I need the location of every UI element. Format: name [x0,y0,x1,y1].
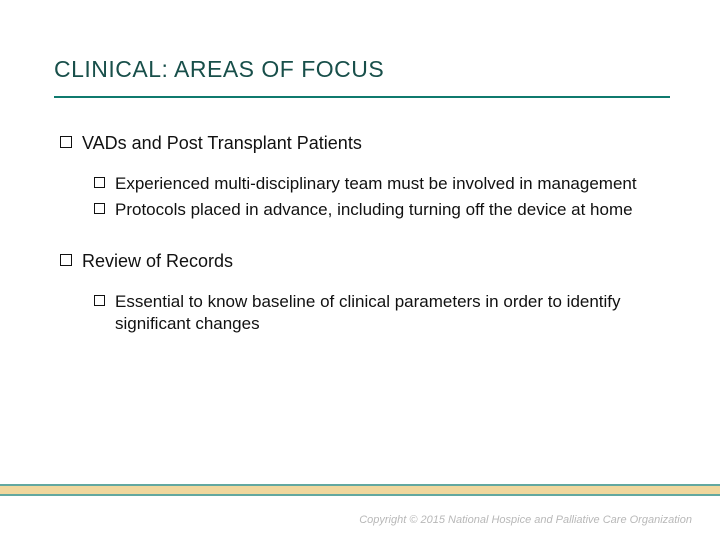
title-underline [54,96,670,98]
list-item: Protocols placed in advance, including t… [94,199,664,221]
section-heading-text: Review of Records [82,250,233,273]
list-item-text: Experienced multi-disciplinary team must… [115,173,637,195]
checkbox-bullet-icon [60,254,72,266]
copyright-text: Copyright © 2015 National Hospice and Pa… [359,514,692,526]
checkbox-bullet-icon [94,203,105,214]
section-heading-text: VADs and Post Transplant Patients [82,132,362,155]
list-item: Essential to know baseline of clinical p… [94,291,664,335]
checkbox-bullet-icon [60,136,72,148]
list-item-text: Protocols placed in advance, including t… [115,199,633,221]
section-heading: Review of Records [60,250,664,273]
slide: CLINICAL: AREAS OF FOCUS VADs and Post T… [0,0,720,540]
content-area: VADs and Post Transplant Patients Experi… [60,132,664,339]
checkbox-bullet-icon [94,295,105,306]
section-heading: VADs and Post Transplant Patients [60,132,664,155]
slide-title: CLINICAL: AREAS OF FOCUS [54,56,384,83]
checkbox-bullet-icon [94,177,105,188]
list-item-text: Essential to know baseline of clinical p… [115,291,664,335]
footer-accent-band [0,484,720,496]
list-item: Experienced multi-disciplinary team must… [94,173,664,195]
